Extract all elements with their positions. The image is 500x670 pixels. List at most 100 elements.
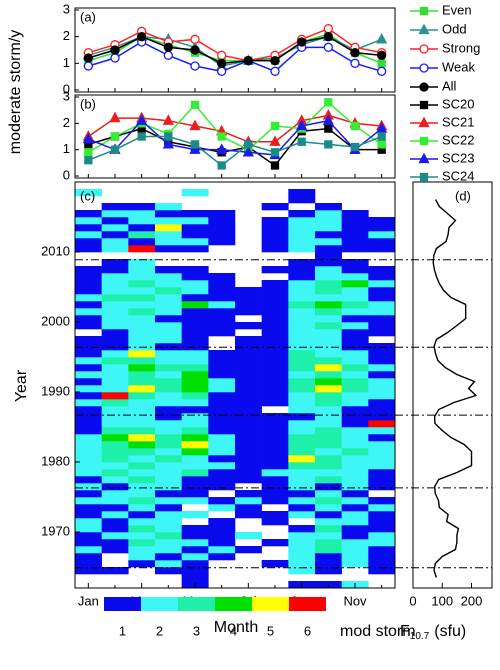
cell	[75, 476, 102, 484]
cell	[288, 553, 316, 561]
legend-marker	[418, 152, 430, 164]
cell	[341, 350, 369, 358]
legend-label: SC23	[442, 150, 475, 165]
cell	[288, 357, 316, 365]
cell	[261, 420, 289, 428]
series-line	[88, 35, 382, 65]
cell	[261, 280, 289, 288]
cell	[208, 231, 236, 239]
cell	[181, 294, 209, 302]
cell	[181, 532, 209, 540]
legend-marker	[419, 6, 429, 16]
cell	[181, 539, 209, 547]
point	[243, 56, 253, 66]
cell	[101, 413, 129, 421]
legend-label: Odd	[442, 21, 467, 36]
cell	[288, 560, 316, 568]
cell	[341, 413, 369, 421]
cell	[288, 539, 316, 547]
cell	[155, 238, 182, 246]
cell	[128, 483, 156, 491]
cell	[101, 287, 129, 295]
cell	[128, 455, 156, 463]
f107-label: F10.7 (sfu)	[400, 623, 466, 641]
cell	[315, 203, 342, 211]
cell	[235, 413, 262, 421]
cell	[155, 553, 182, 561]
cell	[341, 518, 369, 526]
cell	[288, 434, 316, 442]
cell	[341, 315, 369, 323]
cell	[101, 343, 129, 351]
panel-label: (b)	[80, 96, 96, 111]
cell	[315, 259, 342, 267]
cell	[368, 420, 396, 428]
legend-label: Strong	[442, 40, 480, 55]
cell	[288, 420, 316, 428]
cell	[208, 329, 236, 337]
colorbar-tick-label: 1	[119, 623, 126, 638]
cell	[75, 308, 102, 316]
cell	[315, 581, 342, 589]
cell	[208, 434, 236, 442]
cell	[101, 441, 129, 449]
cell	[368, 329, 396, 337]
cell	[315, 560, 342, 568]
cell	[75, 553, 102, 561]
cell	[128, 371, 156, 379]
cell	[155, 476, 182, 484]
f107-main: F	[400, 623, 410, 640]
cell	[368, 315, 396, 323]
point	[164, 132, 173, 141]
top-y-label: moderate storm/y	[7, 30, 24, 154]
cell	[235, 490, 262, 498]
cell	[235, 406, 262, 414]
cell	[155, 378, 182, 386]
cell	[75, 567, 102, 575]
cell	[155, 420, 182, 428]
cell	[155, 315, 182, 323]
cell	[155, 231, 182, 239]
cell	[75, 525, 102, 533]
cell	[315, 364, 342, 372]
x-tick-label: 100	[431, 593, 453, 608]
cell	[261, 483, 289, 491]
cell	[208, 420, 236, 428]
cell	[261, 378, 289, 386]
cell	[341, 497, 369, 505]
cell	[208, 294, 236, 302]
cell	[128, 448, 156, 456]
point	[84, 156, 93, 165]
cell	[101, 210, 129, 218]
y-tick-label: 3	[63, 88, 70, 103]
cell	[341, 266, 369, 274]
cell	[368, 350, 396, 358]
cell	[128, 385, 156, 393]
point	[296, 119, 308, 131]
cell	[128, 441, 156, 449]
cell	[101, 315, 129, 323]
cell	[235, 364, 262, 372]
cell	[341, 217, 369, 225]
cell	[288, 567, 316, 575]
cell	[315, 553, 342, 561]
cell	[315, 511, 342, 519]
cell	[368, 308, 396, 316]
cell	[315, 518, 342, 526]
cell	[288, 441, 316, 449]
cell	[368, 567, 396, 575]
cell	[288, 427, 316, 435]
cell	[368, 469, 396, 477]
cell	[181, 392, 209, 400]
cell	[261, 350, 289, 358]
point	[110, 45, 120, 55]
cell	[288, 399, 316, 407]
cell	[288, 406, 316, 414]
y-tick-label: 0	[63, 81, 70, 96]
cell	[101, 322, 129, 330]
point	[190, 61, 200, 71]
cell	[235, 371, 262, 379]
series-line	[88, 27, 382, 62]
point	[163, 42, 173, 52]
point	[83, 61, 93, 71]
